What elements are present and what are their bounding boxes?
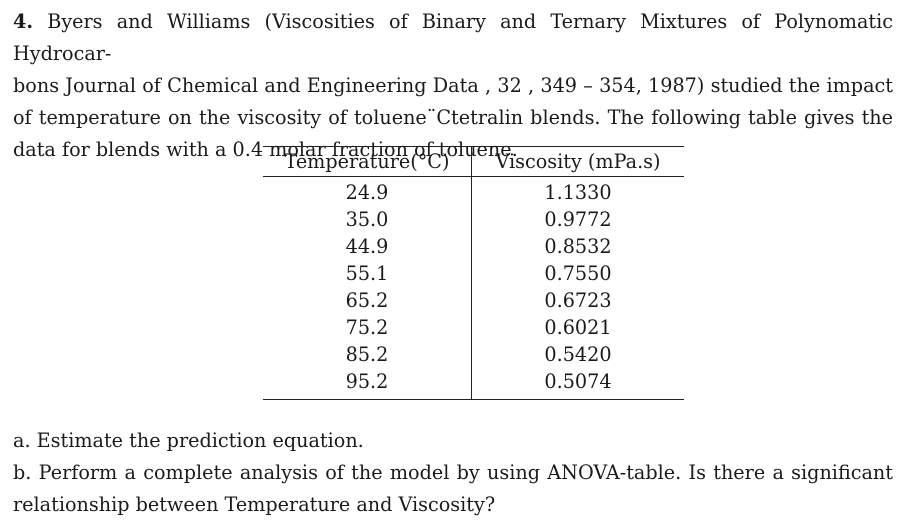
problem-line-3: of temperature on the viscosity of tolue… — [13, 106, 893, 129]
questions: a. Estimate the prediction equation. b. … — [13, 425, 893, 521]
temperature-cell: 44.9 — [263, 233, 472, 260]
viscosity-cell: 0.6723 — [544, 289, 612, 312]
viscosity-cell: 0.7550 — [544, 262, 612, 285]
problem-text-1: Byers and Williams (Viscosities of Binar… — [13, 10, 893, 65]
viscosity-cell: 0.6021 — [544, 316, 612, 339]
header-temperature: Temperature(°C) — [263, 146, 472, 177]
temperature-cell: 85.2 — [263, 341, 472, 368]
temperature-cell: 35.0 — [263, 206, 472, 233]
problem-statement: 4. Byers and Williams (Viscosities of Bi… — [13, 6, 893, 166]
temperature-cell: 24.9 — [263, 176, 472, 206]
temperature-cell: 55.1 — [263, 260, 472, 287]
header-viscosity: Viscosity (mPa.s) — [471, 146, 684, 177]
table-row: 75.2 0.6021 — [263, 314, 684, 341]
temperature-cell: 95.2 — [263, 368, 472, 400]
viscosity-cell: 1.1330 — [544, 181, 612, 204]
viscosity-cell: 0.9772 — [544, 208, 612, 231]
viscosity-cell: 0.5420 — [544, 343, 612, 366]
problem-number: 4. — [13, 10, 34, 33]
question-b-line-2: relationship between Temperature and Vis… — [13, 493, 496, 516]
table-row: 85.2 0.5420 — [263, 341, 684, 368]
problem-line-2: bons Journal of Chemical and Engineering… — [13, 74, 893, 97]
viscosity-cell: 0.5074 — [471, 368, 684, 400]
table-row: 44.9 0.8532 — [263, 233, 684, 260]
table-row: 55.1 0.7550 — [263, 260, 684, 287]
table-row: 65.2 0.6723 — [263, 287, 684, 314]
data-table: Temperature(°C) Viscosity (mPa.s) 24.9 1… — [263, 146, 684, 400]
table-header-row: Temperature(°C) Viscosity (mPa.s) — [263, 146, 684, 177]
problem-line-1: 4. Byers and Williams (Viscosities of Bi… — [13, 6, 893, 70]
question-b-line-1: b. Perform a complete analysis of the mo… — [13, 461, 893, 484]
temperature-cell: 65.2 — [263, 287, 472, 314]
table-row: 95.2 0.5074 — [263, 368, 684, 400]
table-row: 35.0 0.9772 — [263, 206, 684, 233]
viscosity-cell: 0.8532 — [544, 235, 612, 258]
temperature-cell: 75.2 — [263, 314, 472, 341]
table-row: 24.9 1.1330 — [263, 176, 684, 206]
question-a: a. Estimate the prediction equation. — [13, 429, 364, 452]
